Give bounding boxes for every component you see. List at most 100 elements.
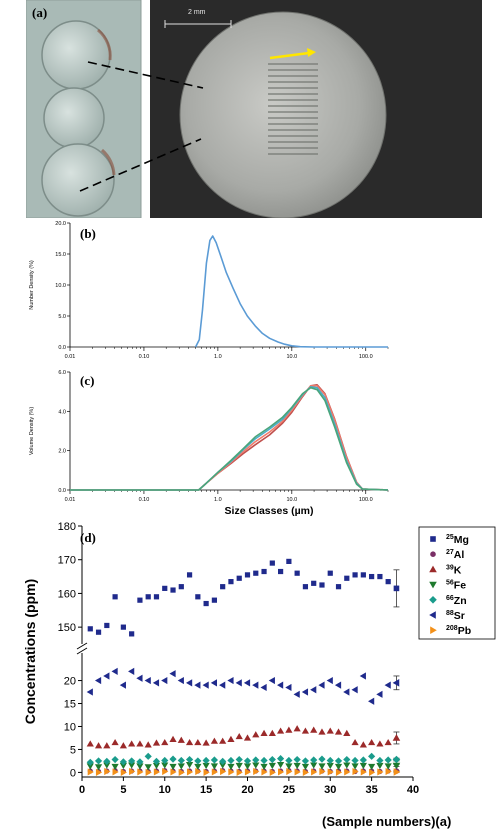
data-point-39K [376, 740, 384, 747]
data-point-66Zn [194, 757, 202, 765]
data-point-56Fe [177, 763, 185, 770]
data-point-56Fe [136, 763, 144, 770]
data-point-39K [326, 727, 334, 734]
y-tick-label: 0.0 [58, 488, 66, 494]
data-point-66Zn [185, 755, 194, 764]
data-point-39K [194, 738, 202, 746]
data-point-66Zn [277, 755, 285, 763]
bottom-caption: (Sample numbers)(a) [322, 814, 452, 829]
data-point-56Fe [326, 762, 334, 770]
y-tick-label: 6.0 [58, 370, 66, 376]
data-point-56Fe [277, 762, 285, 769]
data-point-88Sr [210, 679, 217, 687]
data-point-208Pb [327, 768, 334, 776]
data-point-39K [285, 726, 293, 733]
data-point-66Zn [268, 755, 276, 764]
series-line-4 [70, 386, 389, 491]
data-point-88Sr [152, 679, 160, 687]
data-point-88Sr [235, 679, 242, 687]
axis-break-mark [76, 647, 88, 655]
data-point-56Fe [359, 762, 367, 770]
data-point-56Fe [334, 763, 343, 771]
data-point-25Mg [195, 594, 201, 600]
y-tick-label: 20 [64, 676, 76, 688]
data-point-208Pb [137, 768, 144, 776]
data-point-88Sr [86, 688, 93, 696]
data-point-66Zn [285, 756, 293, 765]
data-point-25Mg [211, 597, 217, 603]
y-tick-label: 4.0 [58, 409, 66, 415]
y-tick-label: 0 [70, 767, 76, 779]
data-point-56Fe [243, 763, 252, 770]
x-tick-label: 100.0 [359, 497, 373, 503]
data-point-88Sr [310, 686, 317, 694]
data-point-56Fe [227, 763, 235, 771]
data-point-88Sr [301, 688, 309, 696]
data-point-208Pb [244, 768, 252, 776]
y-tick-label: 150 [58, 622, 76, 634]
series-line-2 [70, 384, 389, 491]
data-point-208Pb [344, 768, 351, 776]
y-tick-label: 170 [58, 555, 76, 567]
data-point-56Fe [194, 763, 202, 771]
data-point-39K [144, 741, 152, 748]
data-point-208Pb [153, 768, 161, 776]
data-point-208Pb [178, 768, 185, 777]
data-point-88Sr [136, 674, 143, 682]
data-point-39K [235, 732, 243, 740]
data-point-66Zn [103, 757, 111, 765]
data-point-39K [103, 742, 111, 749]
data-point-56Fe [103, 762, 111, 769]
data-point-208Pb [95, 768, 103, 777]
data-point-88Sr [94, 676, 102, 685]
data-point-66Zn [169, 755, 177, 763]
connector-line [87, 61, 204, 89]
data-point-56Fe [152, 762, 161, 770]
x-tick-label: 25 [283, 784, 295, 796]
legend-marker-39K [429, 565, 437, 573]
data-point-56Fe [111, 763, 119, 771]
data-point-56Fe [268, 762, 276, 770]
x-tick-label: 40 [407, 784, 419, 796]
data-point-66Zn [326, 756, 334, 765]
series-39K [86, 725, 392, 749]
data-point-88Sr [169, 670, 176, 678]
data-point-39K [318, 728, 326, 735]
data-point-88Sr [243, 679, 251, 687]
data-point-66Zn [351, 756, 359, 765]
scale-bar [164, 20, 232, 28]
data-point-208Pb [352, 767, 359, 776]
legend-marker-66Zn [429, 596, 437, 604]
data-point-56Fe [343, 762, 351, 769]
data-point-88Sr [161, 676, 168, 685]
data-point-56Fe [119, 762, 127, 770]
y-tick-label: 180 [58, 521, 76, 533]
x-tick-label: 10.0 [286, 497, 297, 503]
data-point-25Mg [186, 572, 193, 578]
y-tick-label: 0.0 [58, 345, 66, 351]
data-point-56Fe [169, 763, 177, 771]
x-tick-label: 10.0 [286, 354, 297, 360]
legend-label-27Al: 27Al [446, 549, 464, 561]
data-point-39K [185, 738, 194, 746]
data-point-56Fe [210, 763, 218, 770]
data-point-25Mg [104, 622, 110, 629]
data-point-208Pb [311, 768, 318, 776]
series-25Mg [87, 558, 391, 637]
data-point-39K [301, 727, 310, 734]
data-point-25Mg [344, 575, 350, 581]
data-point-88Sr [144, 676, 151, 685]
data-point-208Pb [269, 768, 276, 777]
data-point-66Zn [384, 756, 392, 764]
chart-c-volume-density: 0.01 0.10 1.0 10.0 100.0 0.0 2.0 4.0 6.0 Size Cla… [29, 370, 389, 517]
legend-label-39K: 39K [446, 564, 462, 576]
data-point-66Zn [334, 757, 343, 765]
data-point-39K [268, 729, 276, 736]
data-point-88Sr [368, 697, 375, 705]
data-point-66Zn [210, 756, 218, 764]
data-point-25Mg [203, 600, 209, 607]
mean-point-25Mg [393, 585, 400, 592]
data-point-25Mg [120, 624, 126, 630]
data-point-56Fe [235, 762, 243, 770]
data-point-208Pb [360, 768, 367, 776]
